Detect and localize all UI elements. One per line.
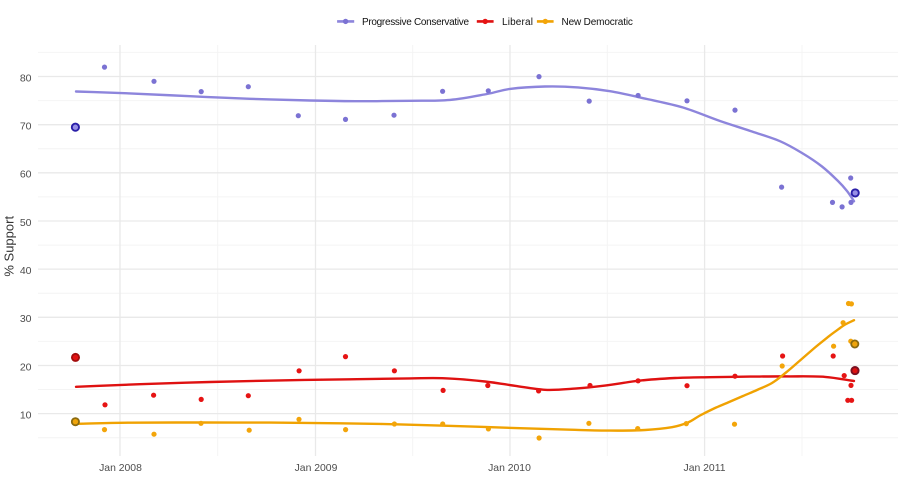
svg-text:80: 80	[20, 72, 32, 84]
svg-text:10: 10	[20, 410, 32, 422]
svg-text:Jan 2011: Jan 2011	[684, 463, 726, 474]
svg-text:Jan 2010: Jan 2010	[488, 463, 531, 474]
svg-text:70: 70	[20, 121, 32, 133]
svg-text:% Support: % Support	[2, 216, 17, 277]
svg-text:New Democratic: New Democratic	[562, 17, 633, 28]
svg-text:40: 40	[20, 265, 32, 277]
svg-text:30: 30	[20, 313, 32, 325]
svg-text:Jan 2009: Jan 2009	[295, 463, 338, 474]
svg-text:60: 60	[20, 169, 32, 181]
svg-text:Jan 2008: Jan 2008	[99, 463, 142, 474]
svg-text:50: 50	[20, 217, 32, 229]
svg-text:Progressive Conservative: Progressive Conservative	[362, 17, 469, 28]
svg-text:Liberal: Liberal	[502, 17, 533, 28]
svg-text:20: 20	[20, 361, 32, 373]
